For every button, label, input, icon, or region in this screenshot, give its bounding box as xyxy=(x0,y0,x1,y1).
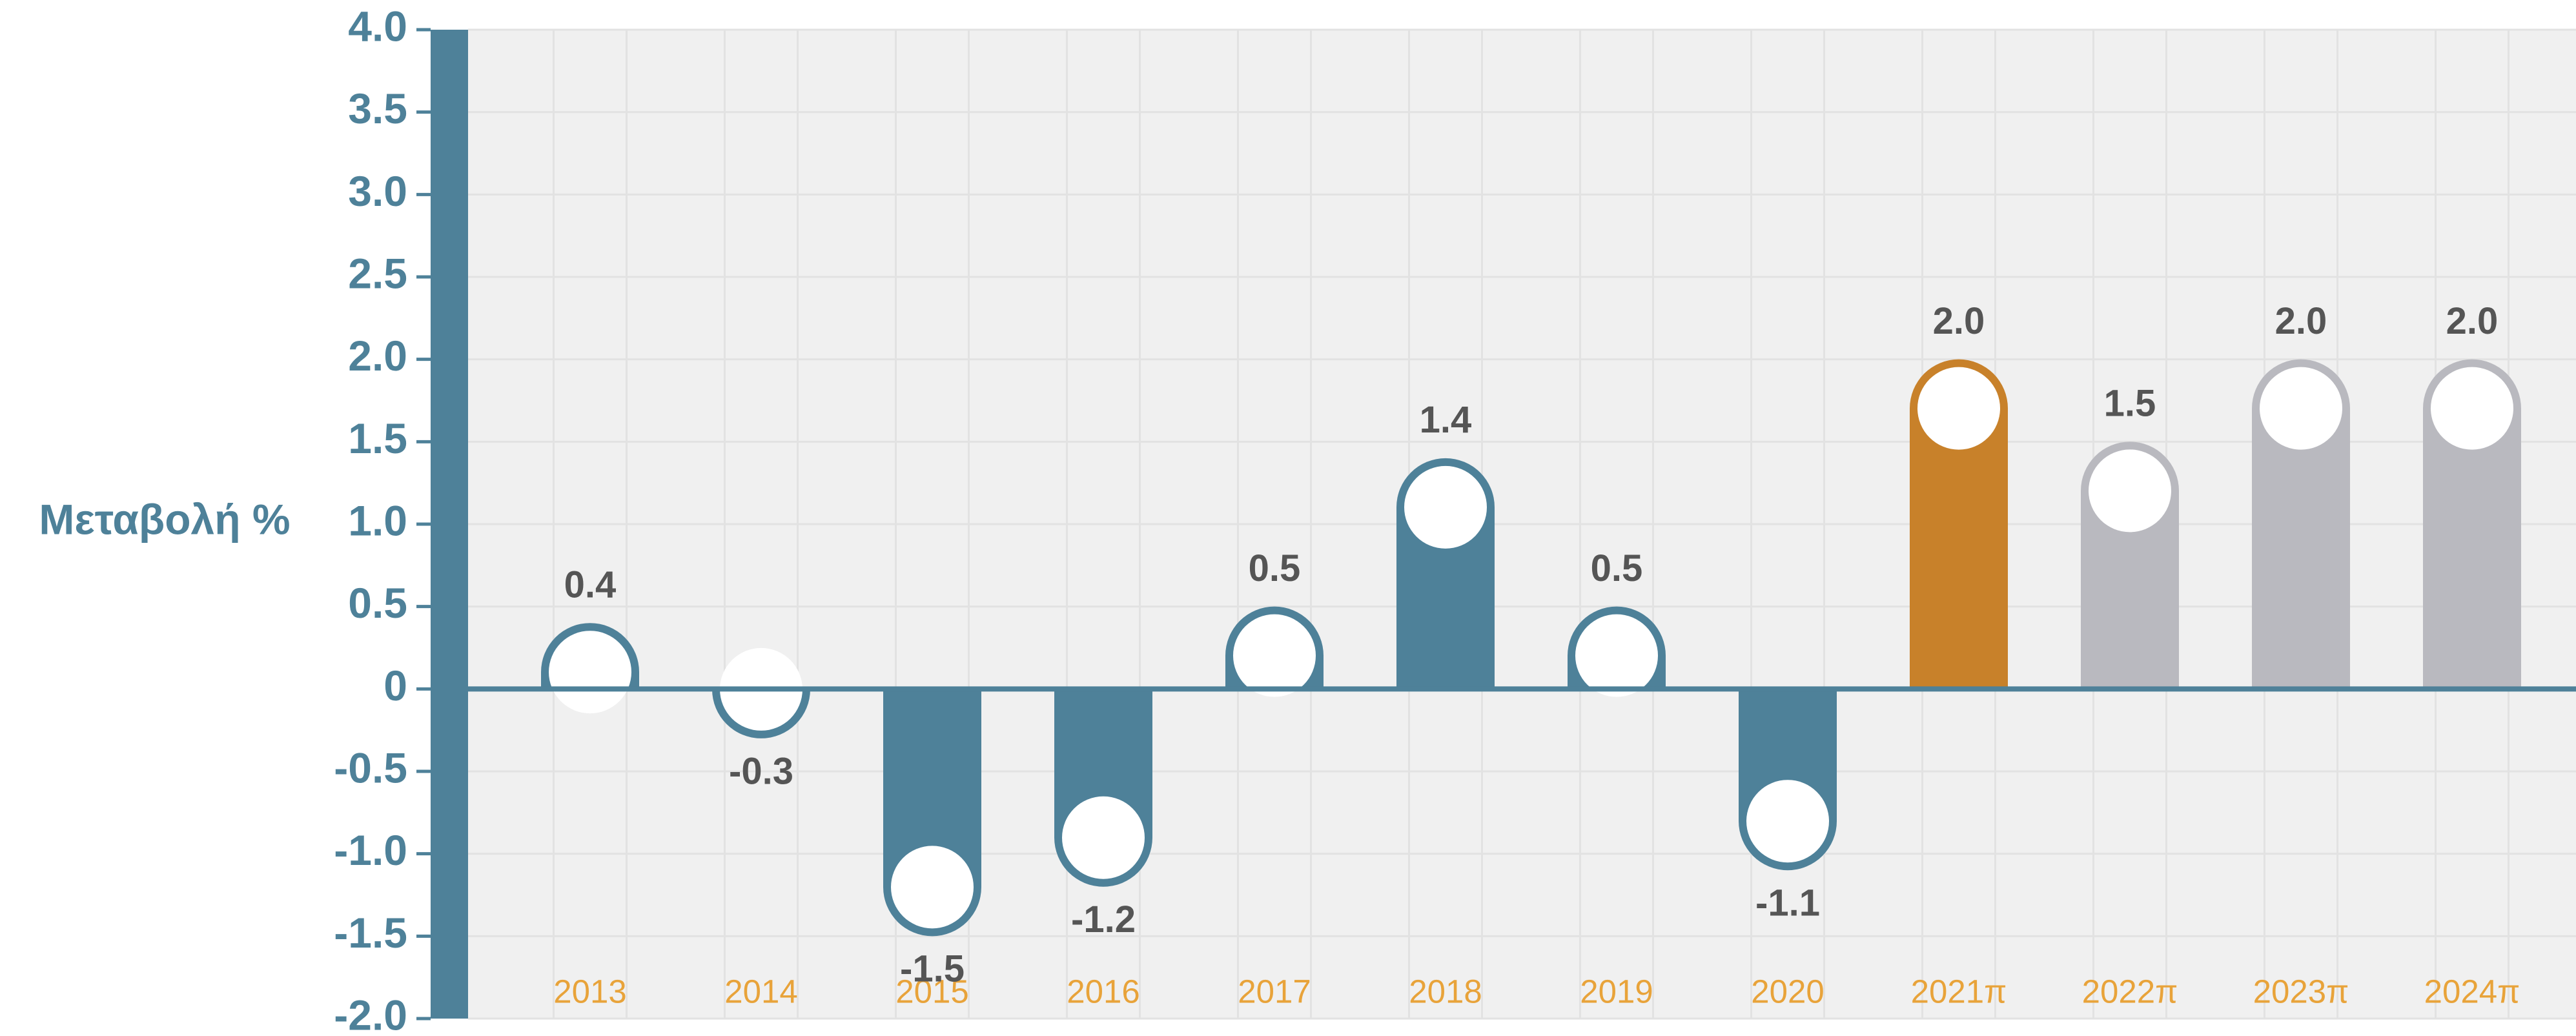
y-tick-label: 4.0 xyxy=(348,2,407,50)
y-tick-label: -0.5 xyxy=(334,744,407,791)
x-tick-label: 2016 xyxy=(1067,973,1140,1010)
value-label: 1.5 xyxy=(2104,383,2156,425)
y-tick-label: 0.5 xyxy=(348,579,407,627)
x-tick-label: 2024π xyxy=(2424,973,2520,1010)
y-tick-label: 1.0 xyxy=(348,496,407,544)
bar-group xyxy=(1225,606,1324,697)
bar-knob xyxy=(1233,614,1316,697)
y-tick-label: 2.5 xyxy=(348,249,407,297)
bar-group xyxy=(2252,359,2350,689)
x-tick-label: 2015 xyxy=(895,973,968,1010)
bar-knob xyxy=(2431,367,2513,450)
bar-knob xyxy=(2260,367,2342,450)
bar-knob xyxy=(1917,367,2000,450)
value-label: -0.3 xyxy=(729,750,793,792)
value-label: 0.4 xyxy=(564,564,617,606)
bar-group xyxy=(883,689,981,937)
value-label: -1.1 xyxy=(1755,882,1820,924)
y-axis-label: Μεταβολή % xyxy=(39,495,290,543)
bar-group xyxy=(1396,458,1495,689)
bar-knob xyxy=(1746,780,1829,863)
y-tick-label: 3.0 xyxy=(348,167,407,215)
y-tick-label: 0 xyxy=(383,662,407,709)
y-tick-label: 3.5 xyxy=(348,85,407,132)
x-tick-label: 2018 xyxy=(1409,973,1482,1010)
value-label: 0.5 xyxy=(1591,547,1643,589)
bar xyxy=(2423,359,2521,689)
bar-group xyxy=(1910,359,2008,689)
x-tick-label: 2021π xyxy=(1911,973,2007,1010)
bar-group xyxy=(1054,689,1152,887)
value-label: 1.4 xyxy=(1420,399,1472,441)
value-label: 2.0 xyxy=(1933,300,1985,342)
x-tick-label: 2020 xyxy=(1751,973,1824,1010)
value-label: 0.5 xyxy=(1249,547,1301,589)
x-tick-label: 2014 xyxy=(724,973,797,1010)
bar-knob xyxy=(2089,449,2171,533)
bar-knob xyxy=(1575,614,1658,697)
x-tick-label: 2022π xyxy=(2082,973,2178,1010)
x-tick-label: 2019 xyxy=(1580,973,1653,1010)
x-tick-label: 2017 xyxy=(1238,973,1311,1010)
value-label: -1.2 xyxy=(1071,899,1136,940)
value-label: 2.0 xyxy=(2446,300,2499,342)
axis-bar xyxy=(431,30,468,1019)
bar-group xyxy=(2423,359,2521,689)
bar-knob xyxy=(891,846,974,929)
bar xyxy=(2252,359,2350,689)
bar-knob xyxy=(1062,796,1145,879)
value-label: -1.5 xyxy=(900,948,965,990)
bar-group xyxy=(1739,689,1837,871)
y-tick-label: 1.5 xyxy=(348,414,407,462)
bar-knob xyxy=(549,631,631,714)
bar-group xyxy=(541,623,639,714)
x-tick-label: 2023π xyxy=(2253,973,2349,1010)
y-tick-label: -1.0 xyxy=(334,826,407,874)
bar-group xyxy=(1568,606,1666,697)
bar-knob xyxy=(1404,465,1487,549)
y-tick-label: 2.0 xyxy=(348,332,407,380)
bar xyxy=(1910,359,2008,689)
y-tick-label: -2.0 xyxy=(334,991,407,1036)
y-tick-label: -1.5 xyxy=(334,909,407,957)
x-tick-label: 2013 xyxy=(553,973,626,1010)
bar-group xyxy=(2081,442,2179,689)
value-label: 2.0 xyxy=(2275,300,2327,342)
